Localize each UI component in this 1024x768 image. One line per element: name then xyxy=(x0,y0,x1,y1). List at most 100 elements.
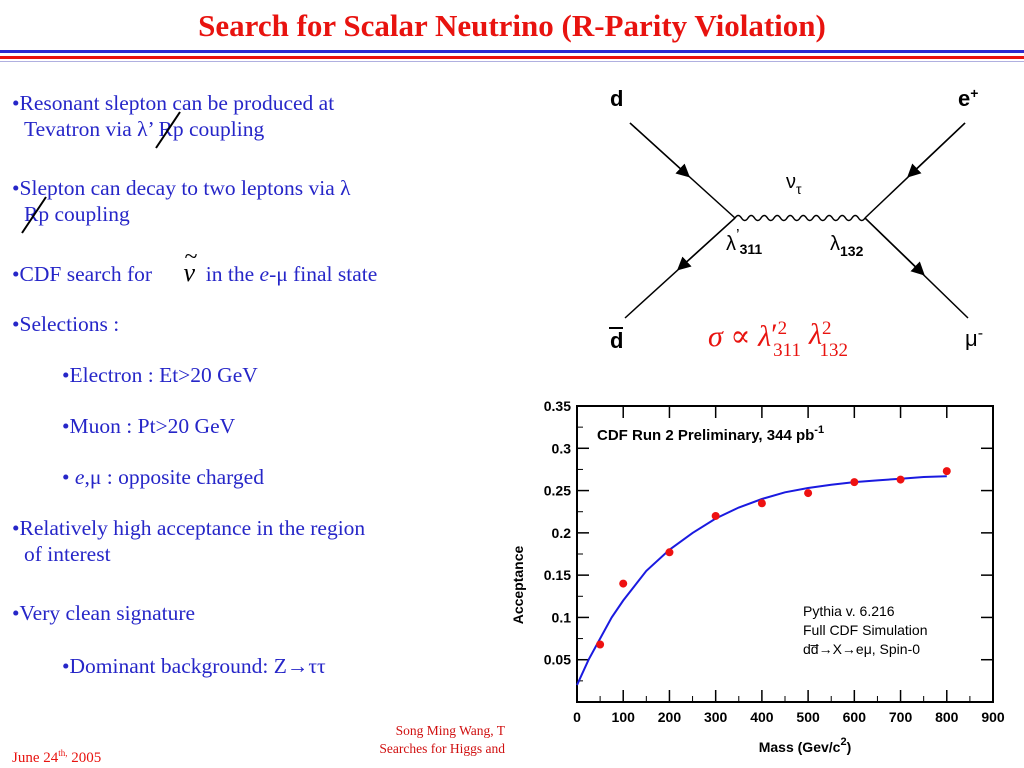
arrow-icon xyxy=(864,217,925,276)
label-lambda132: λ132 xyxy=(830,233,864,259)
data-points xyxy=(596,467,951,649)
feynman-diagram: d e+ d μ- ντ λ’311 λ132 σ ∝ λ′2 311 λ2 132 xyxy=(609,85,983,361)
plot-frame xyxy=(576,405,994,703)
bullet-text: Relatively high acceptance in the region xyxy=(19,516,366,540)
slash-icon xyxy=(21,196,47,234)
bullet-text: coupling xyxy=(49,202,130,226)
tilde-mark: ~ xyxy=(184,244,198,270)
bullet-text: ,μ : opposite charged xyxy=(84,465,264,489)
bullet-dot: • xyxy=(12,91,20,115)
bullet-text: Muon : Pt>20 GeV xyxy=(69,414,236,438)
bullet-text: coupling xyxy=(183,117,265,141)
arrow-icon xyxy=(629,122,690,178)
bullet-slepton-decay: •Slepton can decay to two leptons via λ … xyxy=(12,175,351,234)
x-tick-label: 200 xyxy=(658,709,682,725)
x-tick-label: 800 xyxy=(935,709,959,725)
bullet-text: Dominant background: Z→ττ xyxy=(69,654,326,678)
data-point xyxy=(665,548,674,557)
sneutrino-symbol: ν ~ xyxy=(183,244,198,287)
sub-bullet-opposite-charge: • e,μ : opposite charged xyxy=(62,465,264,489)
slash-icon xyxy=(155,111,182,149)
chart-title: CDF Run 2 Preliminary, 344 pb-1 xyxy=(597,424,824,444)
annotation-line: Pythia v. 6.216 xyxy=(803,603,895,619)
label-mu: μ- xyxy=(965,325,983,351)
bullet-text: Tevatron via λ’ xyxy=(24,117,159,141)
rp-slashed: Rp xyxy=(155,111,184,149)
arrow-icon xyxy=(676,217,736,271)
bullet-text: Very clean signature xyxy=(19,601,196,625)
annotation-line: Full CDF Simulation xyxy=(803,622,927,638)
data-point xyxy=(757,499,766,508)
y-tick-label: 0.15 xyxy=(544,567,571,583)
x-tick-label: 500 xyxy=(796,709,820,725)
bullet-cdf-search: •CDF search for ν ~ in the e-μ final stat… xyxy=(12,244,378,287)
label-lambda311: λ’311 xyxy=(726,227,762,257)
data-point xyxy=(804,489,813,498)
bullet-text: CDF search for xyxy=(19,262,158,286)
label-e-plus: e+ xyxy=(958,85,978,111)
bullet-dot: • xyxy=(12,262,20,286)
data-point xyxy=(896,475,905,484)
sub-bullet-background: •Dominant background: Z→ττ xyxy=(62,653,326,679)
y-tick-label: 0.25 xyxy=(544,483,571,499)
y-tick-label: 0.05 xyxy=(544,652,571,668)
bullet-dot: • xyxy=(12,516,20,540)
bullet-text: Electron : Et>20 GeV xyxy=(69,363,258,387)
sneutrino-propagator xyxy=(734,214,866,222)
bullet-text: Selections : xyxy=(19,312,120,336)
bullet-dot: • xyxy=(12,176,20,200)
bullet-text: Resonant slepton can be produced at xyxy=(19,91,335,115)
y-tick-label: 0.3 xyxy=(552,440,572,456)
bullet-text: in the xyxy=(195,262,260,286)
bullet-clean-signature: •Very clean signature xyxy=(12,600,195,626)
bullet-text: -μ final state xyxy=(269,262,378,286)
data-point xyxy=(711,511,720,520)
data-point xyxy=(942,467,951,476)
chart-ticks: 0 100 200 300 400 500 600 700 800 900 0.05 0.1 0.15 0… xyxy=(544,398,1005,725)
acceptance-chart: 0 100 200 300 400 500 600 700 800 900 0.05 0.1 0.15 0… xyxy=(510,398,1005,755)
header-rule-blue xyxy=(0,50,1024,53)
header-rule-red xyxy=(0,56,1024,59)
y-tick-label: 0.35 xyxy=(544,398,571,414)
y-axis-label: Acceptance xyxy=(510,545,526,624)
bullet-dot: • xyxy=(62,414,70,438)
data-point xyxy=(850,478,859,487)
x-tick-label: 0 xyxy=(573,709,581,725)
x-tick-label: 300 xyxy=(704,709,728,725)
x-tick-label: 700 xyxy=(889,709,913,725)
slide-title: Search for Scalar Neutrino (R-Parity Vio… xyxy=(198,8,826,43)
bullet-selections: •Selections : xyxy=(12,311,119,337)
bullet-acceptance: •Relatively high acceptance in the regio… xyxy=(12,515,365,567)
data-point xyxy=(596,640,605,649)
x-axis-label: Mass (Gev/c2) xyxy=(759,736,852,755)
label-d: d xyxy=(610,86,623,111)
x-tick-label: 400 xyxy=(750,709,774,725)
sub-bullet-muon: •Muon : Pt>20 GeV xyxy=(62,413,235,439)
sub-bullet-electron: •Electron : Et>20 GeV xyxy=(62,362,258,388)
data-point xyxy=(619,579,628,588)
bullet-text: Slepton can decay to two leptons via λ xyxy=(19,176,351,200)
bullet-text: of interest xyxy=(24,542,111,566)
cross-section-formula: σ ∝ λ′2 311 λ2 132 xyxy=(708,318,848,361)
x-tick-label: 100 xyxy=(612,709,636,725)
bullet-dot: • xyxy=(62,654,70,678)
y-tick-label: 0.1 xyxy=(552,609,572,625)
label-dbar: d xyxy=(610,328,623,353)
bullet-resonant-slepton: •Resonant slepton can be produced at Tev… xyxy=(12,90,335,149)
x-tick-label: 600 xyxy=(843,709,867,725)
y-tick-label: 0.2 xyxy=(552,525,572,541)
header-rule-thin xyxy=(0,61,1024,62)
chart-axes xyxy=(576,405,994,703)
label-nu-tau: ντ xyxy=(786,171,802,197)
bullet-dot: • xyxy=(62,363,70,387)
rp-slashed: Rp xyxy=(21,196,49,234)
footer-author: Song Ming Wang, T Searches for Higgs and xyxy=(379,723,505,756)
footer-date: June 24th, 2005 xyxy=(12,748,102,766)
bullet-dot: • xyxy=(12,601,20,625)
x-tick-label: 900 xyxy=(981,709,1005,725)
bullet-dot: • xyxy=(62,465,75,489)
fit-curve xyxy=(576,475,947,686)
bullet-dot: • xyxy=(12,312,20,336)
annotation-line: dd̅→X→eμ, Spin-0 xyxy=(803,641,920,657)
arrow-icon xyxy=(907,122,966,178)
